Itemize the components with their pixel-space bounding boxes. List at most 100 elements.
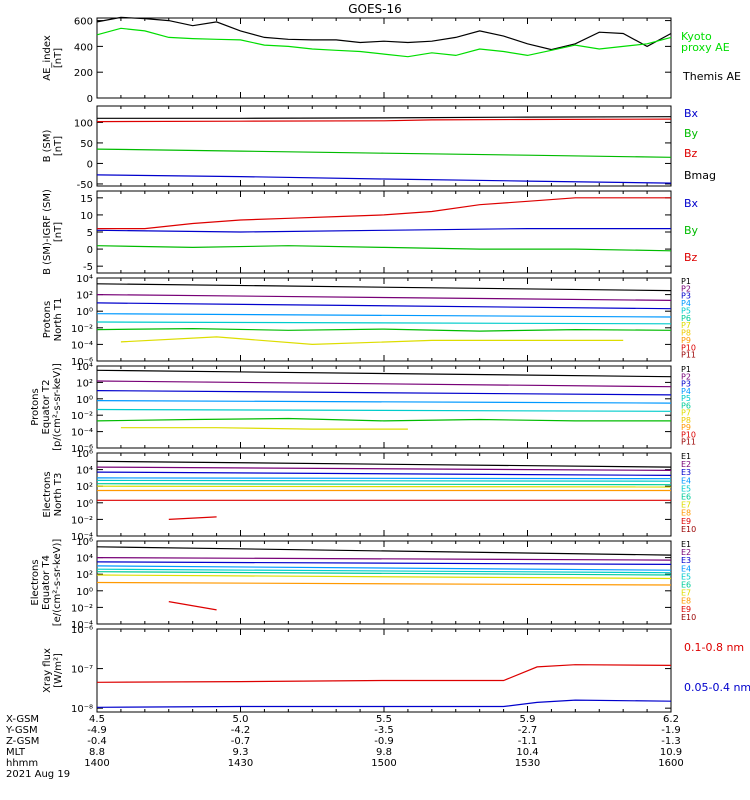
footer-cell: -0.7 <box>231 736 251 747</box>
y-tick-label: 10⁴ <box>76 466 93 477</box>
series-e2 <box>96 466 672 471</box>
plot-title: GOES-16 <box>348 2 402 16</box>
y-tick-label: 10⁶ <box>76 449 93 460</box>
y-tick-label: 10⁻⁴ <box>71 532 93 543</box>
footer-cell: 1500 <box>371 758 396 769</box>
y-tick-label: 50 <box>80 139 93 150</box>
channel-label: E2 <box>681 548 691 557</box>
y-tick-label: 10² <box>76 378 93 389</box>
y-axis-label-line: [nT] <box>53 222 64 242</box>
series-by <box>96 245 672 252</box>
channel-label: E4 <box>681 564 691 573</box>
channel-label: P1 <box>681 365 691 374</box>
footer-cell: -3.5 <box>374 725 394 736</box>
footer-row-label: X-GSM <box>6 714 39 725</box>
series-p1 <box>96 369 672 378</box>
series-e2 <box>96 556 672 561</box>
series-e4 <box>96 477 672 480</box>
y-tick-label: 10⁴ <box>76 554 93 565</box>
footer-cell: 9.3 <box>233 747 249 758</box>
footer-cell: -4.2 <box>231 725 251 736</box>
y-axis-label-line: AE_index <box>42 35 53 81</box>
y-tick-label: 400 <box>74 42 93 53</box>
series-e6 <box>96 483 672 486</box>
panel-frame <box>96 190 672 274</box>
y-axis-label-line: [nT] <box>53 136 64 156</box>
channel-label: P8 <box>681 416 691 425</box>
channel-label: E9 <box>681 605 691 614</box>
y-axis-label-line: Protons <box>30 388 41 425</box>
channel-label: P11 <box>681 351 696 360</box>
footer-cell: 8.8 <box>89 747 105 758</box>
series-e8 <box>96 581 672 586</box>
channel-label: P10 <box>681 430 696 439</box>
channel-label: P4 <box>681 299 691 308</box>
y-tick-label: 10² <box>76 570 93 581</box>
series-e1 <box>96 460 672 468</box>
y-axis-label-line: Xray flux <box>42 648 53 693</box>
panel-4: 10⁴ 10² 10⁰ 10⁻² 10⁻⁴ 10⁻⁶ Protons North T1 P1P2… <box>42 274 696 368</box>
footer-date: 2021 Aug 19 <box>6 769 70 780</box>
channel-label: P11 <box>681 438 696 447</box>
series-e3 <box>96 561 672 566</box>
y-tick-label: 10⁻² <box>71 324 93 335</box>
channel-label: E9 <box>681 517 691 526</box>
panel-3: -5 0 5 10 15 B (SM)-IGRF (SM) [nT] Bx By Bz <box>42 189 699 275</box>
footer-cell: 1600 <box>658 758 683 769</box>
y-tick-label: 200 <box>74 68 93 79</box>
y-tick-label: 0 <box>87 94 93 105</box>
y-tick-label: 0 <box>87 159 93 170</box>
legend-entry: Kyoto <box>681 30 712 43</box>
legend-entry: 0.05-0.4 nm <box>684 681 750 694</box>
footer-cell: -1.3 <box>661 736 681 747</box>
footer-cell: -1.9 <box>661 725 681 736</box>
footer-row-label: hhmm <box>6 758 38 769</box>
footer-cell: 1430 <box>228 758 253 769</box>
legend-entry: Bz <box>684 251 698 264</box>
series-bz <box>97 197 671 230</box>
y-tick-label: 10⁻⁶ <box>71 444 93 455</box>
y-axis-label-line: [p/(cm²-s-sr-keV)] <box>52 363 63 451</box>
legend-entry: By <box>684 127 699 140</box>
channel-label: E7 <box>681 501 691 510</box>
footer-cell: 9.8 <box>376 747 392 758</box>
y-axis-label-line: B (SM)-IGRF (SM) <box>42 189 53 275</box>
y-tick-label: 15 <box>80 194 93 205</box>
y-tick-label: -5 <box>83 262 93 273</box>
series-e7 <box>96 485 672 488</box>
series-p6 <box>96 417 671 422</box>
y-tick-label: 10⁰ <box>76 307 93 318</box>
footer-cell: 1400 <box>84 758 109 769</box>
series-e6 <box>96 571 672 576</box>
series-p7 <box>120 427 408 430</box>
series-p7 <box>120 336 624 346</box>
panel-frame <box>96 17 672 99</box>
channel-label: P9 <box>681 336 691 345</box>
series-e5 <box>96 568 672 574</box>
series-bx <box>96 174 672 184</box>
y-axis-label-line: Protons <box>42 301 53 338</box>
series-e3 <box>96 471 672 476</box>
footer-cell: 6.2 <box>663 714 679 725</box>
footer-cell: 10.4 <box>516 747 538 758</box>
panel-2: -50 0 50 100 B (SM) [nT] Bx By Bz Bmag <box>42 105 716 191</box>
channel-label: P3 <box>681 292 691 301</box>
legend-entry: Themis AE <box>682 70 741 83</box>
channel-label: E1 <box>681 452 691 461</box>
y-tick-label: 10⁻⁴ <box>71 620 93 631</box>
y-axis-label-line: Equator T2 <box>41 380 52 435</box>
legend-entry: Bmag <box>684 169 716 182</box>
legend-entry: 0.1-0.8 nm <box>684 641 744 654</box>
footer-cell: 10.9 <box>660 747 682 758</box>
channel-label: P2 <box>681 284 691 293</box>
y-tick-label: -50 <box>77 180 93 191</box>
y-axis-label-line: North T3 <box>53 473 64 517</box>
y-tick-label: 10⁰ <box>76 395 93 406</box>
y-tick-label: 10⁴ <box>76 362 93 373</box>
channel-label: P8 <box>681 329 691 338</box>
y-tick-label: 10⁻⁷ <box>71 665 93 676</box>
